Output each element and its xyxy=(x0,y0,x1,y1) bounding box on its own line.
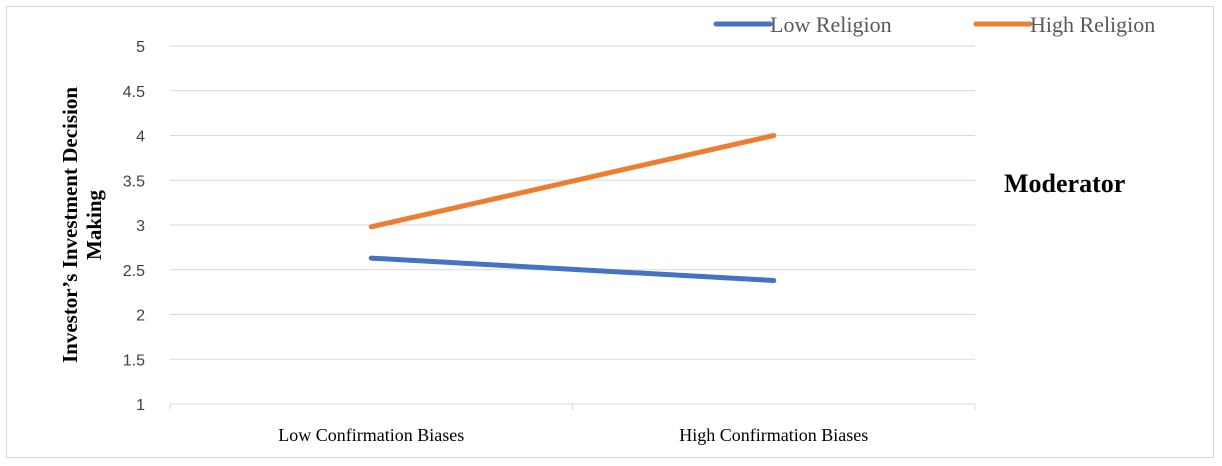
x-category-label: Low Confirmation Biases xyxy=(278,425,464,445)
y-tick-label: 5 xyxy=(136,39,145,56)
series-line-low-religion xyxy=(368,255,777,283)
chart-frame xyxy=(6,6,1214,458)
y-axis-ticks: 1 1.5 2 2.5 3 3.5 4 4.5 5 xyxy=(123,39,145,414)
y-tick-label: 3.5 xyxy=(123,173,145,190)
series-line-high-religion xyxy=(368,133,777,230)
y-axis-label-line2: Making xyxy=(82,189,106,260)
gridlines xyxy=(170,45,975,360)
series-lines xyxy=(368,133,777,283)
y-tick-label: 1.5 xyxy=(123,352,145,369)
y-tick-label: 4.5 xyxy=(123,84,145,101)
y-tick-label: 2 xyxy=(136,308,145,325)
legend-label-low-religion: Low Religion xyxy=(770,12,892,37)
y-tick-label: 2.5 xyxy=(123,263,145,280)
y-axis-label-line1: Investor’s Investment Decision xyxy=(58,87,82,363)
legend-label-high-religion: High Religion xyxy=(1030,12,1155,37)
y-tick-label: 4 xyxy=(136,129,145,146)
legend: Low Religion High Religion xyxy=(713,12,1155,37)
x-category-label: High Confirmation Biases xyxy=(679,425,868,445)
moderator-annotation: Moderator xyxy=(1004,169,1125,198)
y-tick-label: 1 xyxy=(136,397,145,414)
y-tick-label: 3 xyxy=(136,218,145,235)
x-axis: Low Confirmation Biases High Confirmation… xyxy=(169,403,976,445)
